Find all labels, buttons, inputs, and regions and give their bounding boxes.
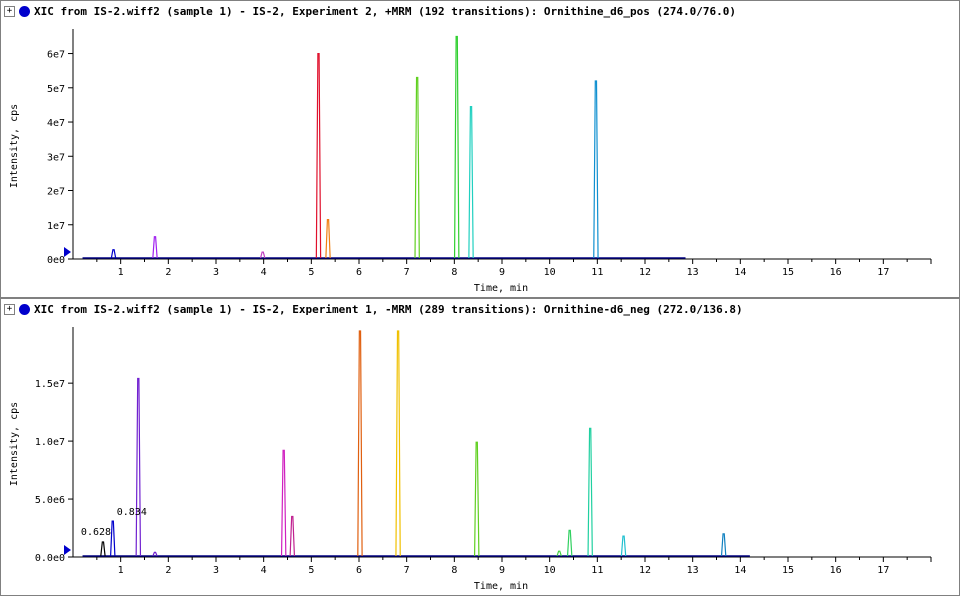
chromatogram-peak bbox=[566, 529, 573, 557]
chromatogram-peak bbox=[315, 52, 322, 259]
y-tick-label: 1.5e7 bbox=[35, 379, 65, 390]
x-tick-label: 4 bbox=[261, 565, 267, 576]
chromatogram-peak bbox=[473, 441, 480, 557]
peak-annotation: 0.834 bbox=[117, 507, 147, 518]
panel-title: XIC from IS-2.wiff2 (sample 1) - IS-2, E… bbox=[34, 302, 743, 316]
x-tick-label: 2 bbox=[165, 565, 171, 576]
x-tick-label: 13 bbox=[687, 267, 699, 278]
x-tick-label: 14 bbox=[734, 565, 746, 576]
chromatogram-peak bbox=[259, 251, 266, 259]
x-tick-label: 17 bbox=[877, 565, 889, 576]
x-tick-label: 10 bbox=[544, 267, 556, 278]
chromatogram-peak bbox=[100, 541, 106, 557]
x-tick-label: 7 bbox=[404, 267, 410, 278]
chromatogram-peak bbox=[325, 219, 331, 259]
trace-dot-icon bbox=[19, 303, 30, 315]
x-tick-label: 9 bbox=[499, 267, 505, 278]
y-tick-label: 5.0e6 bbox=[35, 495, 65, 506]
chromatogram-panel-bottom: + XIC from IS-2.wiff2 (sample 1) - IS-2,… bbox=[0, 298, 960, 596]
trace-dot-icon bbox=[19, 5, 30, 17]
x-tick-label: 7 bbox=[404, 565, 410, 576]
chromatogram-peak bbox=[395, 330, 401, 557]
x-tick-label: 12 bbox=[639, 565, 651, 576]
chromatogram-peak bbox=[152, 236, 158, 259]
x-tick-label: 6 bbox=[356, 565, 362, 576]
x-tick-label: 13 bbox=[687, 565, 699, 576]
y-axis-label: Intensity, cps bbox=[9, 104, 20, 188]
chromatogram-peak bbox=[587, 427, 593, 557]
chromatogram-peak bbox=[453, 35, 460, 259]
x-tick-label: 16 bbox=[830, 267, 842, 278]
x-tick-label: 10 bbox=[544, 565, 556, 576]
panel-titlebar: + XIC from IS-2.wiff2 (sample 1) - IS-2,… bbox=[1, 1, 959, 21]
chromatogram-peak bbox=[289, 515, 296, 557]
y-tick-label: 0e0 bbox=[47, 255, 65, 266]
chromatogram-peak bbox=[556, 550, 562, 557]
x-tick-label: 9 bbox=[499, 565, 505, 576]
x-tick-label: 2 bbox=[165, 267, 171, 278]
y-tick-label: 1e7 bbox=[47, 221, 65, 232]
y-tick-label: 1.0e7 bbox=[35, 437, 65, 448]
y-tick-label: 3e7 bbox=[47, 152, 65, 163]
x-tick-label: 6 bbox=[356, 267, 362, 278]
x-axis-label: Time, min bbox=[474, 283, 528, 294]
chromatogram-peak bbox=[135, 377, 142, 557]
x-tick-label: 1 bbox=[118, 267, 124, 278]
chromatogram-peak bbox=[414, 76, 420, 259]
x-tick-label: 8 bbox=[451, 267, 457, 278]
x-tick-label: 11 bbox=[591, 565, 603, 576]
x-tick-label: 14 bbox=[734, 267, 746, 278]
x-tick-label: 5 bbox=[308, 565, 314, 576]
x-tick-label: 17 bbox=[877, 267, 889, 278]
y-tick-label: 0.0e0 bbox=[35, 553, 65, 564]
x-tick-label: 12 bbox=[639, 267, 651, 278]
y-axis-label: Intensity, cps bbox=[9, 402, 20, 486]
baseline-arrow-icon bbox=[64, 545, 71, 555]
chromatogram-peak bbox=[110, 520, 116, 557]
baseline-arrow-icon bbox=[64, 247, 71, 257]
x-tick-label: 15 bbox=[782, 267, 794, 278]
chromatogram-peak bbox=[152, 551, 158, 557]
x-tick-label: 1 bbox=[118, 565, 124, 576]
chromatogram-peak bbox=[110, 249, 117, 259]
y-tick-label: 4e7 bbox=[47, 118, 65, 129]
y-tick-label: 5e7 bbox=[47, 84, 65, 95]
x-tick-label: 11 bbox=[591, 267, 603, 278]
x-tick-label: 3 bbox=[213, 267, 219, 278]
x-tick-label: 5 bbox=[308, 267, 314, 278]
chromatogram-peak bbox=[280, 449, 287, 557]
chromatogram-peak bbox=[357, 330, 363, 557]
chromatogram-peak bbox=[468, 106, 474, 259]
xic-chart-positive[interactable]: 1 2 3 4 5 6 7 8 9 10 11 12 13 14 15 16 170e01e72e73e74e7… bbox=[1, 21, 959, 297]
chromatogram-peak bbox=[593, 80, 599, 259]
xic-chart-negative[interactable]: 1 2 3 4 5 6 7 8 9 10 11 12 13 14 15 16 170.0e05.0e61.0e7… bbox=[1, 319, 959, 595]
x-tick-label: 8 bbox=[451, 565, 457, 576]
expand-icon[interactable]: + bbox=[4, 303, 15, 315]
chromatogram-peak bbox=[620, 535, 627, 557]
x-tick-label: 3 bbox=[213, 565, 219, 576]
x-tick-label: 4 bbox=[261, 267, 267, 278]
x-axis-label: Time, min bbox=[474, 581, 528, 592]
x-tick-label: 15 bbox=[782, 565, 794, 576]
chromatogram-panel-top: + XIC from IS-2.wiff2 (sample 1) - IS-2,… bbox=[0, 0, 960, 298]
x-tick-label: 16 bbox=[830, 565, 842, 576]
panel-title: XIC from IS-2.wiff2 (sample 1) - IS-2, E… bbox=[34, 4, 736, 18]
peak-annotation: 0.628 bbox=[81, 527, 111, 538]
expand-icon[interactable]: + bbox=[4, 5, 15, 17]
panel-titlebar: + XIC from IS-2.wiff2 (sample 1) - IS-2,… bbox=[1, 299, 959, 319]
y-tick-label: 6e7 bbox=[47, 50, 65, 61]
y-tick-label: 2e7 bbox=[47, 187, 65, 198]
chromatogram-peak bbox=[720, 533, 727, 557]
